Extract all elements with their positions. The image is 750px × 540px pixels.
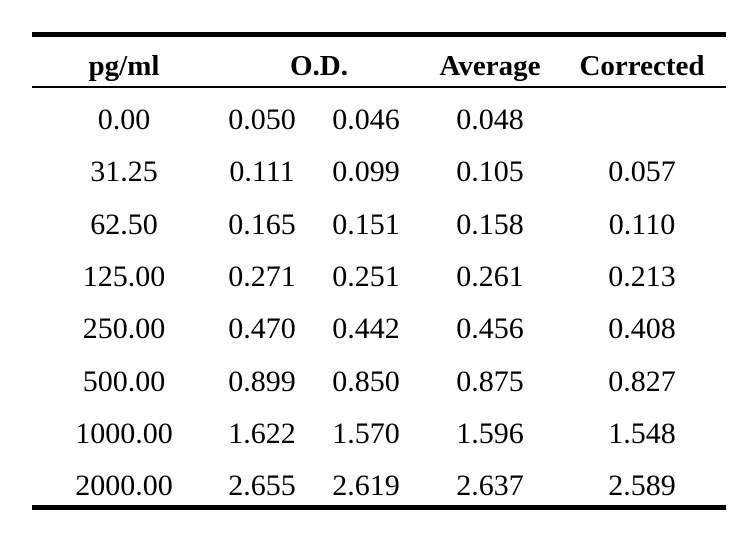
- cell-corrected: 0.408: [608, 312, 676, 346]
- cell-average: 1.596: [456, 416, 524, 450]
- cell-average: 0.158: [456, 207, 524, 241]
- cell-od-2: 2.619: [332, 469, 400, 503]
- table-top-rule: [32, 32, 726, 37]
- table-header-rule: [32, 86, 726, 88]
- cell-od-1: 0.470: [228, 312, 296, 346]
- cell-concentration: 1000.00: [75, 416, 173, 450]
- cell-od-2: 0.099: [332, 155, 400, 189]
- cell-od-2: 0.442: [332, 312, 400, 346]
- cell-od-1: 0.111: [229, 155, 295, 189]
- cell-average: 0.261: [456, 259, 524, 293]
- cell-concentration: 0.00: [97, 103, 151, 136]
- cell-concentration: 62.50: [90, 207, 158, 241]
- cell-average: 0.105: [456, 155, 524, 189]
- cell-od-1: 1.622: [228, 416, 296, 450]
- header-od: O.D.: [290, 50, 348, 82]
- cell-concentration: 125.00: [82, 259, 166, 293]
- cell-od-1: 0.271: [228, 259, 296, 293]
- cell-od-2: 0.151: [332, 207, 400, 241]
- cell-od-1: 0.899: [228, 364, 296, 398]
- cell-corrected: 0.827: [608, 364, 676, 398]
- cell-concentration: 500.00: [82, 364, 166, 398]
- cell-average: 0.875: [456, 364, 524, 398]
- cell-average: 0.456: [456, 312, 524, 346]
- cell-corrected: 0.110: [608, 207, 676, 241]
- header-corrected: Corrected: [579, 50, 705, 82]
- cell-corrected: 0.213: [608, 259, 676, 293]
- cell-average: 0.048: [456, 103, 524, 136]
- cell-od-1: 2.655: [228, 469, 296, 503]
- header-concentration: pg/ml: [88, 50, 160, 82]
- cell-corrected: 2.589: [608, 469, 676, 503]
- cell-od-2: 0.850: [332, 364, 400, 398]
- cell-od-1: 0.165: [228, 207, 296, 241]
- cell-corrected: 1.548: [608, 416, 676, 450]
- cell-average: 2.637: [456, 469, 524, 503]
- table-bottom-rule: [32, 505, 726, 510]
- cell-concentration: 250.00: [82, 312, 166, 346]
- cell-od-2: 0.251: [332, 259, 400, 293]
- cell-corrected: 0.057: [608, 155, 676, 189]
- cell-od-2: 1.570: [332, 416, 400, 450]
- cell-od-2: 0.046: [332, 103, 400, 136]
- cell-od-1: 0.050: [228, 103, 296, 136]
- cell-concentration: 31.25: [90, 155, 158, 189]
- header-average: Average: [439, 50, 541, 82]
- cell-concentration: 2000.00: [75, 469, 173, 503]
